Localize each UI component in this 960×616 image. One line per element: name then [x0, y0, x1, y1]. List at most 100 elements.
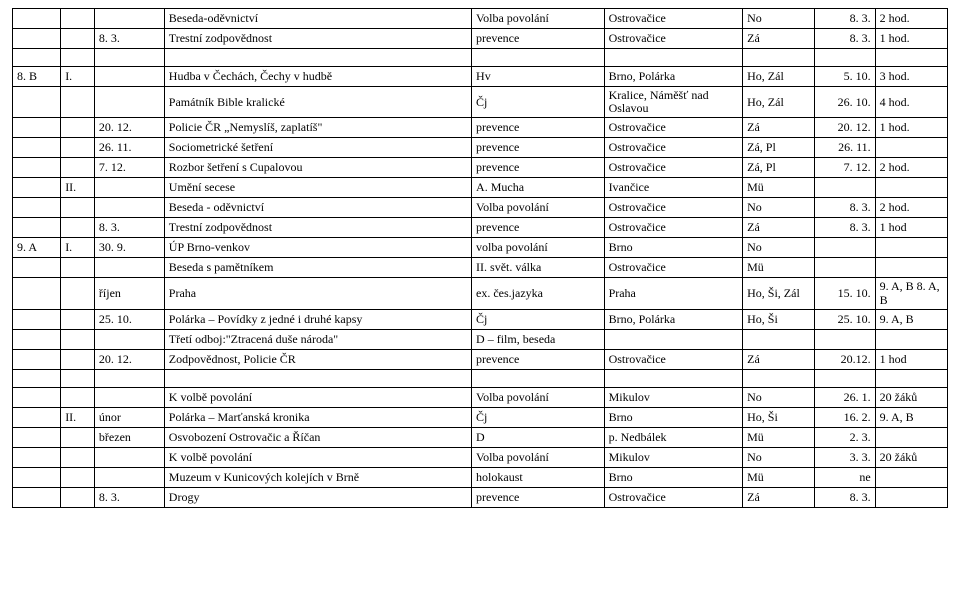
cell: 26. 11.	[815, 138, 875, 158]
cell: Ostrovačice	[604, 29, 743, 49]
cell: Ostrovačice	[604, 158, 743, 178]
table-row: II.únorPolárka – Marťanská kronikaČjBrno…	[13, 407, 948, 427]
cell: 30. 9.	[94, 238, 164, 258]
cell	[875, 238, 947, 258]
cell	[164, 49, 471, 67]
cell: Volba povolání	[472, 387, 605, 407]
cell	[61, 158, 95, 178]
cell: 1 hod.	[875, 29, 947, 49]
cell	[61, 369, 95, 387]
cell: Praha	[164, 278, 471, 309]
cell: 26. 11.	[94, 138, 164, 158]
cell: Ho, Ši, Zál	[743, 278, 815, 309]
cell	[604, 329, 743, 349]
cell	[61, 218, 95, 238]
cell: Mü	[743, 258, 815, 278]
table-row: 20. 12.Zodpovědnost, Policie ČRprevenceO…	[13, 349, 948, 369]
cell: holokaust	[472, 467, 605, 487]
table-row: Muzeum v Kunicových kolejích v Brněholok…	[13, 467, 948, 487]
cell: ÚP Brno-venkov	[164, 238, 471, 258]
cell: 8. 3.	[94, 29, 164, 49]
cell	[472, 49, 605, 67]
table-row: Beseda-oděvnictvíVolba povoláníOstrovači…	[13, 9, 948, 29]
cell: 25. 10.	[94, 309, 164, 329]
cell	[13, 329, 61, 349]
cell	[94, 198, 164, 218]
cell: No	[743, 9, 815, 29]
cell: 20. 12.	[815, 118, 875, 138]
cell	[94, 9, 164, 29]
table-row: 7. 12.Rozbor šetření s Cupalovouprevence…	[13, 158, 948, 178]
cell: Ho, Zál	[743, 87, 815, 118]
cell	[94, 49, 164, 67]
cell: 8. 3.	[815, 487, 875, 507]
cell: prevence	[472, 138, 605, 158]
cell	[94, 387, 164, 407]
cell	[61, 487, 95, 507]
table-row: 8. BI.Hudba v Čechách, Čechy v hudběHvBr…	[13, 67, 948, 87]
cell: Ho, Zál	[743, 67, 815, 87]
cell	[61, 29, 95, 49]
cell	[13, 467, 61, 487]
cell	[13, 158, 61, 178]
table-row: Beseda s pamětníkemII. svět. válkaOstrov…	[13, 258, 948, 278]
table-row: Památník Bible kralickéČjKralice, Náměšť…	[13, 87, 948, 118]
cell	[815, 238, 875, 258]
cell: Brno	[604, 238, 743, 258]
cell: 9. A, B	[875, 407, 947, 427]
cell	[13, 387, 61, 407]
cell: 15. 10.	[815, 278, 875, 309]
table-row: K volbě povoláníVolba povoláníMikulovNo2…	[13, 387, 948, 407]
schedule-table: Beseda-oděvnictví Volba povolání Ostrovači…	[12, 8, 948, 508]
cell: 8. 3.	[94, 487, 164, 507]
table-row: II.Umění seceseA. MuchaIvančiceMü	[13, 178, 948, 198]
cell: 25. 10.	[815, 309, 875, 329]
cell	[13, 447, 61, 467]
cell: volba povolání	[472, 238, 605, 258]
cell: 8. 3.	[815, 218, 875, 238]
cell: 20. 12.	[94, 118, 164, 138]
table-row	[13, 49, 948, 67]
cell	[94, 178, 164, 198]
cell: prevence	[472, 349, 605, 369]
cell	[61, 87, 95, 118]
cell	[61, 349, 95, 369]
cell: Hv	[472, 67, 605, 87]
cell: Mü	[743, 467, 815, 487]
cell: D	[472, 427, 605, 447]
table-row: 25. 10.Polárka – Povídky z jedné i druhé…	[13, 309, 948, 329]
cell	[61, 447, 95, 467]
cell: Beseda-oděvnictví	[164, 9, 471, 29]
table-row: 8. 3.DrogyprevenceOstrovačiceZá8. 3.	[13, 487, 948, 507]
cell: Polárka – Marťanská kronika	[164, 407, 471, 427]
cell	[61, 278, 95, 309]
cell: Čj	[472, 407, 605, 427]
cell	[743, 369, 815, 387]
cell	[13, 138, 61, 158]
cell: II. svět. válka	[472, 258, 605, 278]
cell: 20.12.	[815, 349, 875, 369]
cell	[743, 329, 815, 349]
cell	[13, 309, 61, 329]
cell: Policie ČR „Nemyslíš, zaplatíš"	[164, 118, 471, 138]
cell	[164, 369, 471, 387]
cell: Zá	[743, 218, 815, 238]
table-row: březenOsvobození Ostrovačic a ŘíčanDp. N…	[13, 427, 948, 447]
cell: Zá	[743, 29, 815, 49]
cell	[13, 369, 61, 387]
table-row: 9. AI.30. 9.ÚP Brno-venkovvolba povolání…	[13, 238, 948, 258]
table-row: říjenPrahaex. čes.jazykaPrahaHo, Ši, Zál…	[13, 278, 948, 309]
cell	[94, 369, 164, 387]
cell	[94, 87, 164, 118]
cell	[61, 9, 95, 29]
cell: Beseda - oděvnictví	[164, 198, 471, 218]
cell: 1 hod	[875, 349, 947, 369]
cell	[94, 447, 164, 467]
cell: Zá, Pl	[743, 158, 815, 178]
cell	[875, 427, 947, 447]
cell: No	[743, 198, 815, 218]
cell	[815, 49, 875, 67]
cell: Trestní zodpovědnost	[164, 29, 471, 49]
cell: 20 žáků	[875, 387, 947, 407]
cell: ex. čes.jazyka	[472, 278, 605, 309]
